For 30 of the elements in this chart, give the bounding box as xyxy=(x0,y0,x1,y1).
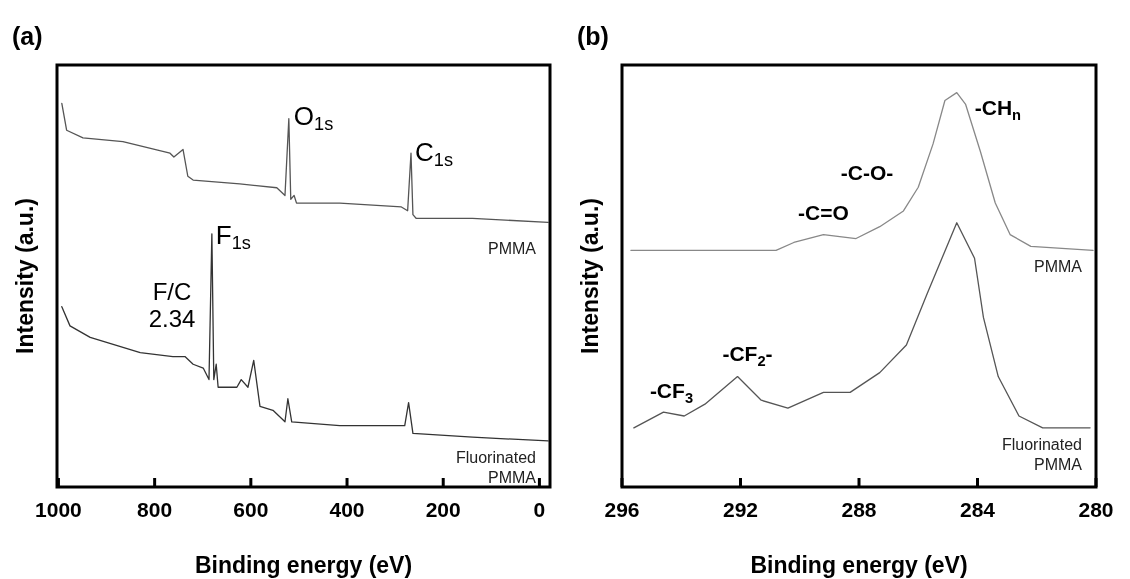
x-tick-label: 296 xyxy=(604,498,640,521)
x-tick-label: 288 xyxy=(841,498,877,521)
x-tick-label: 292 xyxy=(722,498,759,521)
annotation: O$_{1s}$ xyxy=(293,100,334,135)
x-tick-label: 800 xyxy=(137,498,173,521)
annotation: -CF$_{3}$ xyxy=(649,379,694,406)
annotation: -CF$_{2}$- xyxy=(722,341,773,369)
series-label: Fluorinated PMMA xyxy=(1001,435,1083,473)
x-tick-label: 1000 xyxy=(35,498,82,521)
annotation: -CH$_{n}$ xyxy=(974,95,1022,123)
annotation: C$_{1s}$ xyxy=(415,137,453,171)
annotation: F$_{1s}$ xyxy=(215,219,251,254)
annotation: F/C 2.34 xyxy=(148,278,196,332)
y-axis-title: Intensity (a.u.) xyxy=(577,198,603,354)
series-label: Fluorinated PMMA xyxy=(455,448,537,486)
series-label: PMMA xyxy=(1034,258,1083,276)
annotation: -C=O xyxy=(798,200,849,224)
x-tick-label: 0 xyxy=(533,498,546,521)
chart-title: (b) xyxy=(577,22,609,50)
chart-title: (a) xyxy=(12,22,43,50)
x-axis-title: Binding energy (eV) xyxy=(750,552,968,578)
x-axis-title: Binding energy (eV) xyxy=(194,552,413,578)
x-tick-label: 400 xyxy=(329,498,365,521)
x-tick-label: 200 xyxy=(425,498,461,521)
x-tick-label: 284 xyxy=(959,498,996,521)
x-tick-label: 600 xyxy=(233,498,269,521)
series-label: PMMA xyxy=(488,240,537,258)
annotation: -C-O- xyxy=(840,161,894,184)
y-axis-title: Intensity (a.u.) xyxy=(12,198,38,354)
x-tick-label: 280 xyxy=(1078,498,1114,521)
